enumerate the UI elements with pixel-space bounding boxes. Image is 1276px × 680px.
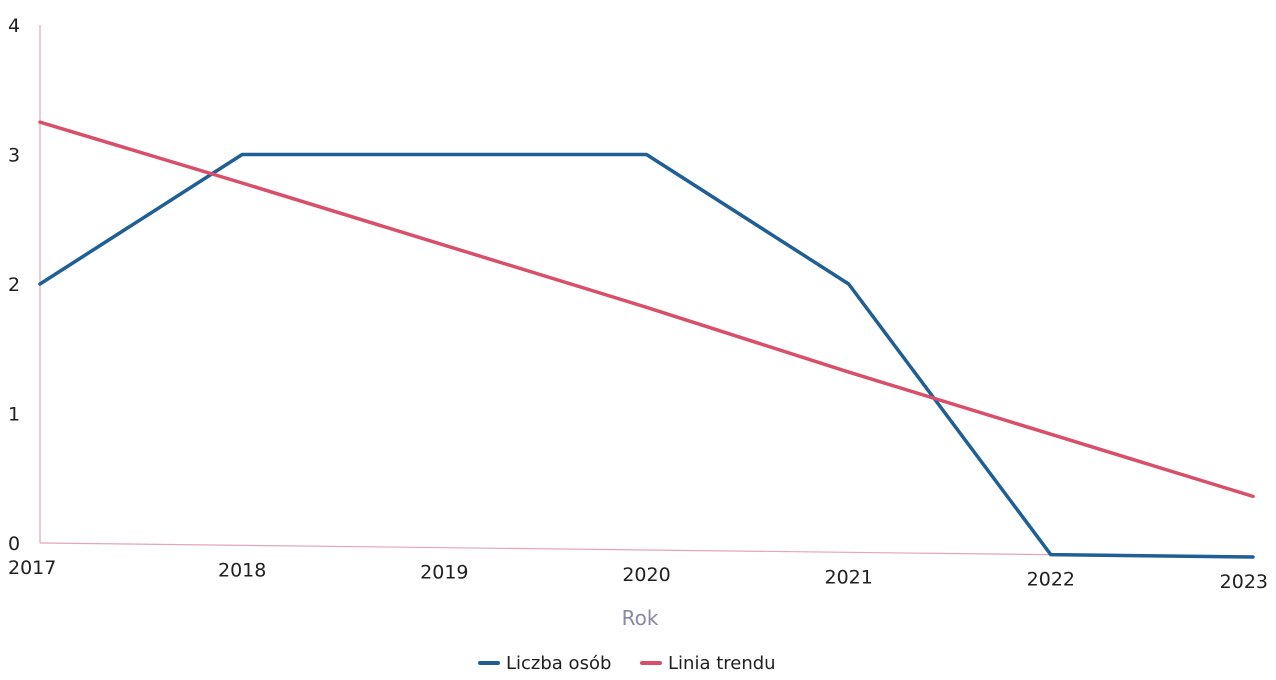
series-line-1 [38, 120, 1255, 499]
y-tick-label: 3 [8, 145, 20, 167]
x-tick-label: 2018 [218, 559, 266, 581]
x-tick-label: 2020 [622, 564, 670, 586]
y-tick-label: 2 [8, 274, 20, 296]
y-tick-label: 0 [8, 533, 20, 555]
x-tick-label: 2022 [1027, 569, 1075, 591]
x-axis-title: Rok [622, 606, 659, 630]
x-axis-ticks: 2017 2018 2019 2020 2021 2022 2023 [8, 557, 1268, 593]
x-tick-label: 2021 [824, 566, 872, 588]
series-line-0 [38, 152, 1255, 559]
y-tick-label: 1 [8, 404, 20, 426]
x-tick-label: 2017 [8, 557, 56, 579]
series-lines [38, 120, 1255, 559]
y-tick-label: 4 [8, 15, 20, 37]
y-axis-ticks: 0 1 2 3 4 [8, 15, 20, 555]
legend-label: Liczba osób [506, 653, 611, 674]
x-tick-label: 2019 [420, 562, 468, 584]
legend-label: Linia trendu [668, 653, 776, 674]
x-tick-label: 2023 [1220, 571, 1268, 593]
legend: Liczba osób Linia trendu [478, 653, 776, 674]
axes [39, 25, 1254, 558]
